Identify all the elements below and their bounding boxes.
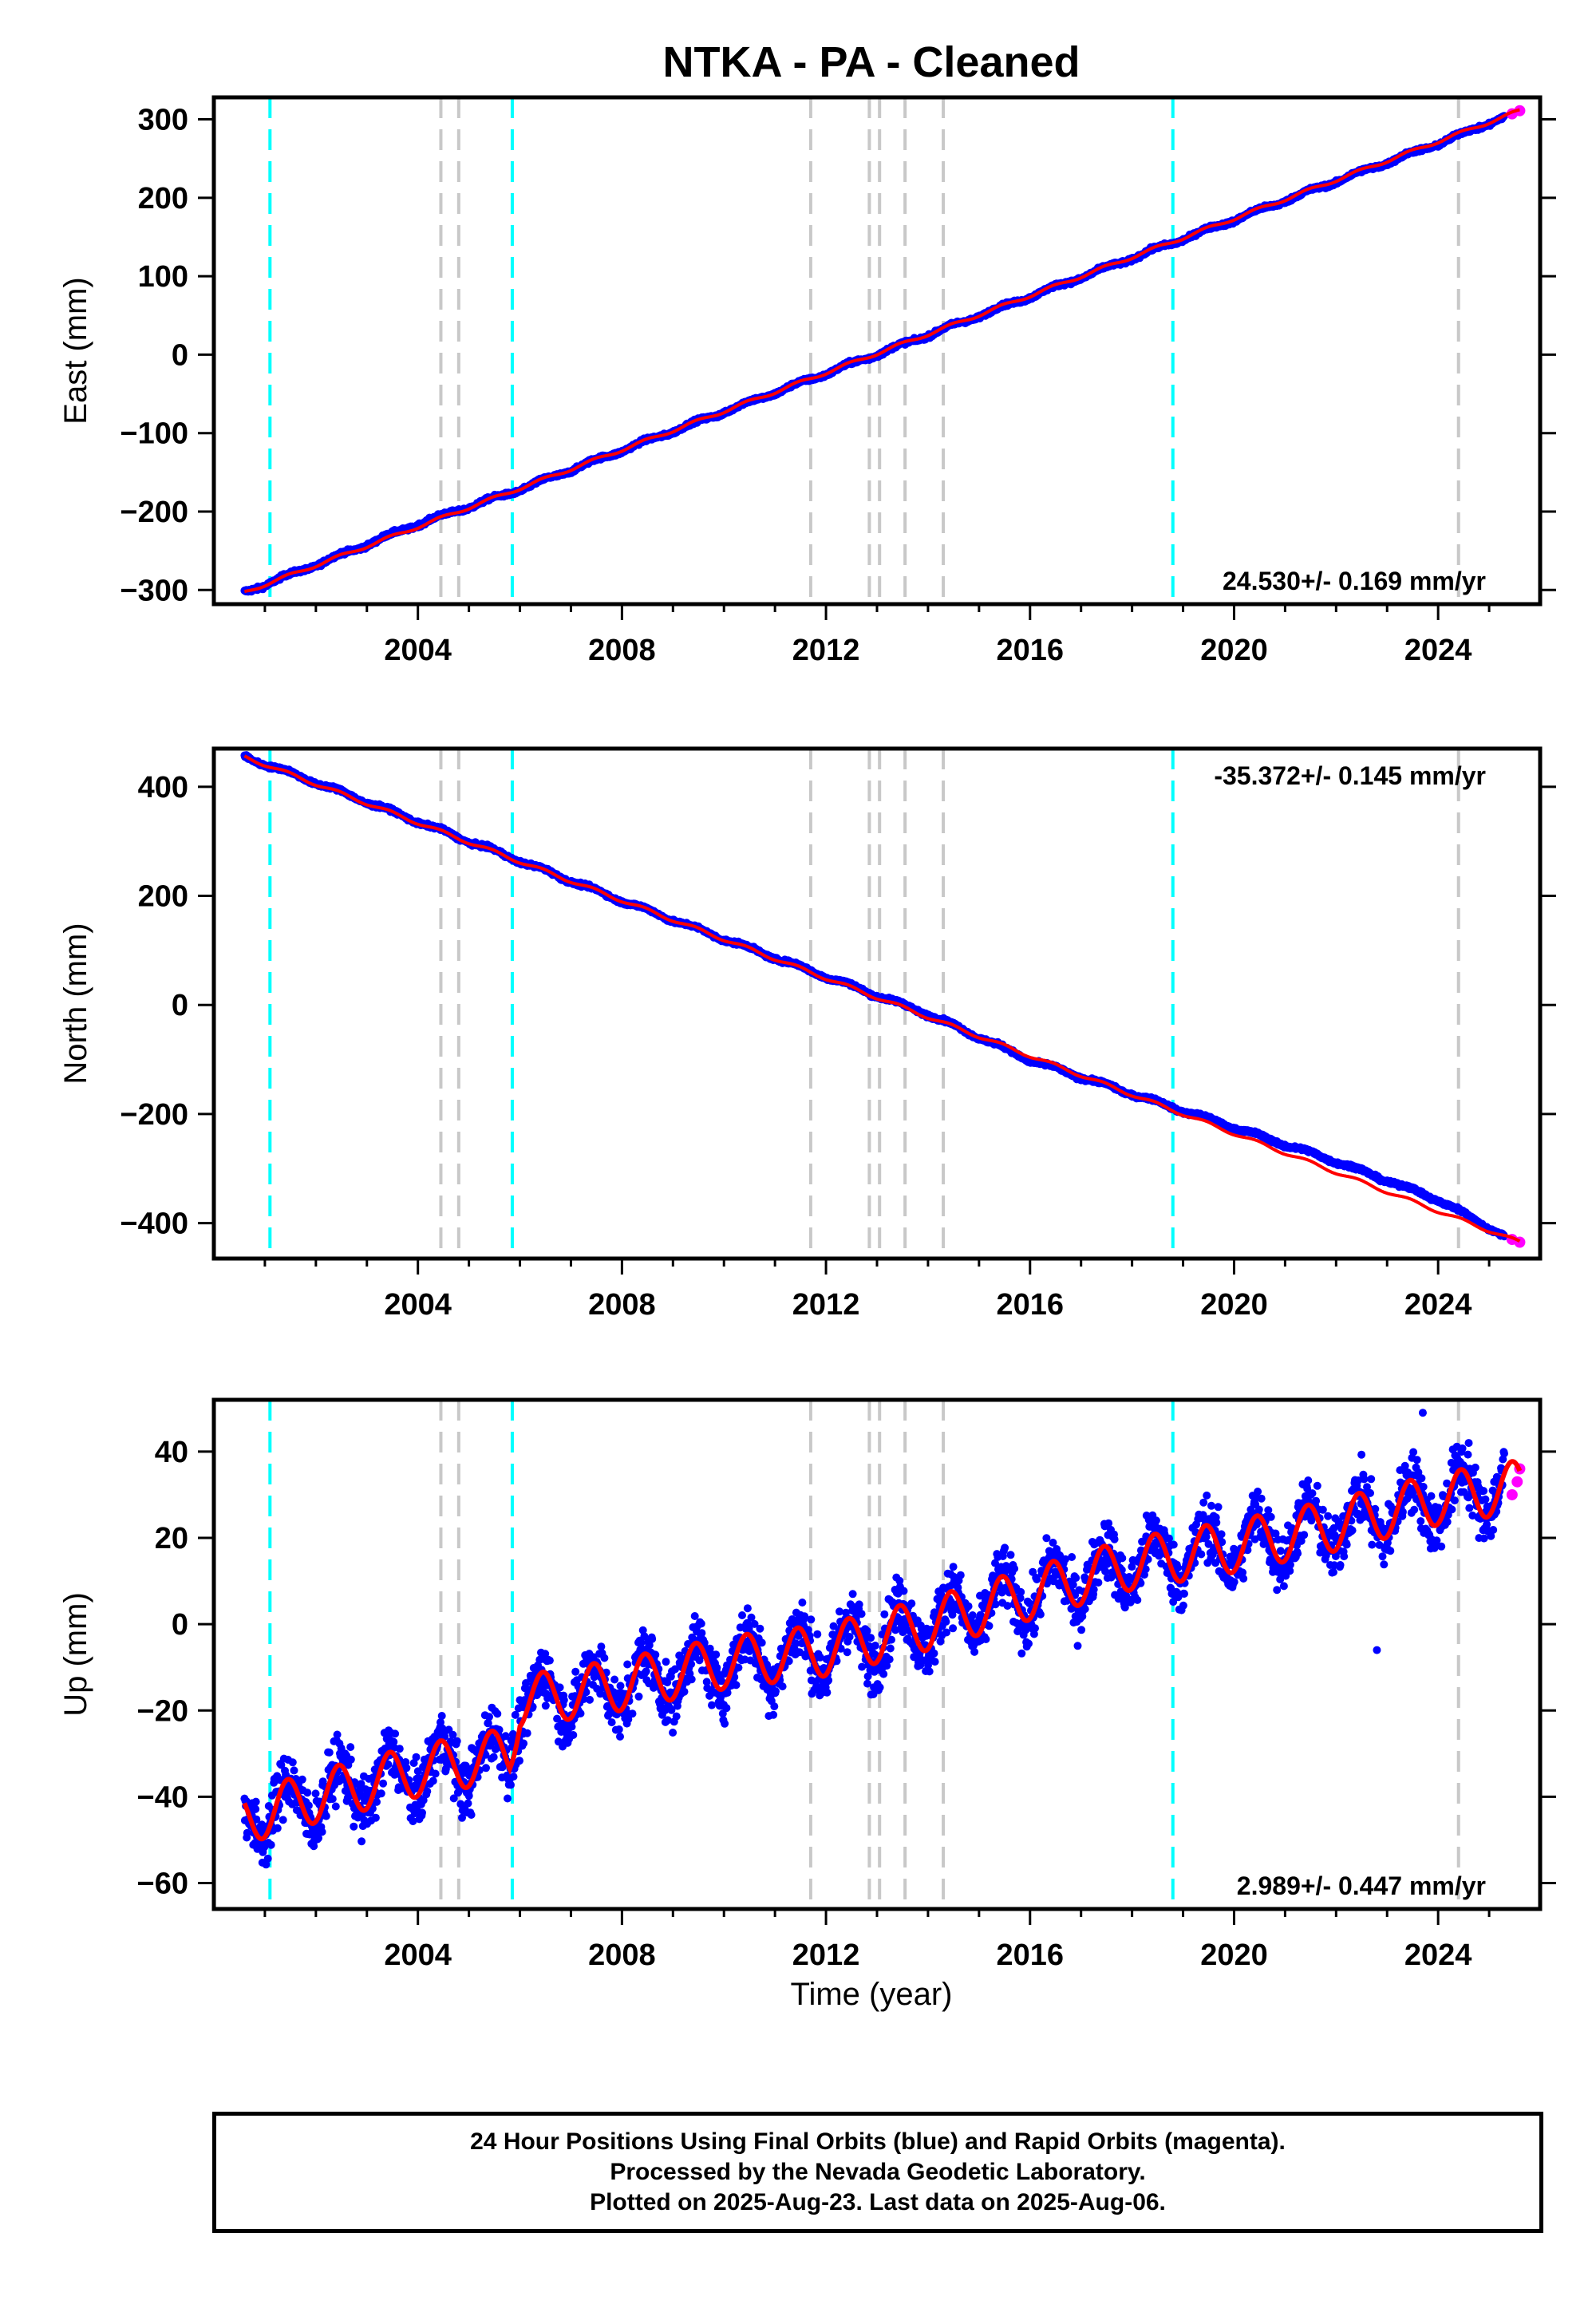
x-tick-label: 2024 [1404, 634, 1472, 667]
east-panel: 2004 2008 2012 2016 2020 2024 −300 −200 −100 0 100… [58, 95, 1556, 667]
east-plot-area [240, 97, 1526, 604]
y-tick-label: −300 [120, 574, 188, 607]
y-tick-label: −100 [120, 417, 188, 451]
x-tick-label: 2008 [588, 634, 656, 667]
x-tick-label: 2016 [996, 634, 1064, 667]
east-rate-label: 24.530+/- 0.169 mm/yr [1223, 567, 1486, 595]
chart-title: NTKA - PA - Cleaned [662, 38, 1080, 86]
y-tick-label: 100 [138, 260, 188, 294]
north-panel: 2004 2008 2012 2016 2020 2024−400−2000200400N… [58, 746, 1556, 1322]
y-tick-label: 0 [172, 338, 188, 372]
y-tick-label: 200 [138, 182, 188, 215]
north-final-orbit-points [240, 751, 1508, 1241]
y-tick-label: 300 [138, 104, 188, 137]
north-plot-area [240, 749, 1526, 1259]
x-tick-label: 2004 [384, 634, 452, 667]
east-y-axis-label: East (mm) [58, 277, 93, 424]
y-tick-label: −200 [120, 496, 188, 529]
x-tick-label: 2020 [1200, 634, 1268, 667]
x-tick-label: 2012 [792, 634, 860, 667]
